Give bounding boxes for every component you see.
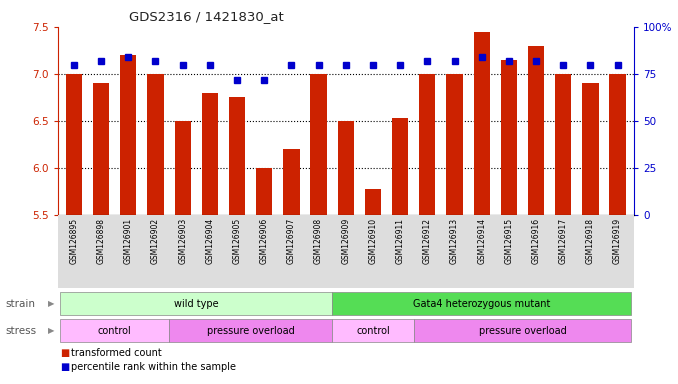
Bar xyxy=(60,319,169,343)
Text: GSM126907: GSM126907 xyxy=(287,218,296,264)
Text: GSM126905: GSM126905 xyxy=(233,218,241,264)
Bar xyxy=(93,83,109,215)
Bar xyxy=(473,31,490,215)
Text: ■: ■ xyxy=(60,348,69,358)
Bar xyxy=(120,55,136,215)
Text: GSM126914: GSM126914 xyxy=(477,218,486,264)
Bar xyxy=(501,60,517,215)
Text: percentile rank within the sample: percentile rank within the sample xyxy=(71,362,236,372)
Text: GSM126903: GSM126903 xyxy=(178,218,187,264)
Text: GSM126916: GSM126916 xyxy=(532,218,540,264)
Text: strain: strain xyxy=(5,299,35,309)
Bar xyxy=(446,74,462,215)
Bar xyxy=(332,292,631,316)
Bar xyxy=(582,83,599,215)
Text: pressure overload: pressure overload xyxy=(479,326,566,336)
Text: ▶: ▶ xyxy=(47,326,54,335)
Text: GSM126913: GSM126913 xyxy=(450,218,459,264)
Text: GSM126895: GSM126895 xyxy=(69,218,79,264)
Text: GSM126908: GSM126908 xyxy=(314,218,323,264)
Text: ▶: ▶ xyxy=(47,299,54,308)
Bar xyxy=(414,319,631,343)
Bar xyxy=(419,74,435,215)
Text: GDS2316 / 1421830_at: GDS2316 / 1421830_at xyxy=(129,10,283,23)
Bar xyxy=(555,74,572,215)
Text: ■: ■ xyxy=(60,362,69,372)
Text: wild type: wild type xyxy=(174,299,218,309)
Bar xyxy=(610,74,626,215)
Bar xyxy=(338,121,354,215)
Text: GSM126917: GSM126917 xyxy=(559,218,567,264)
Bar xyxy=(66,74,82,215)
Text: GSM126915: GSM126915 xyxy=(504,218,513,264)
Bar xyxy=(528,46,544,215)
Text: GSM126906: GSM126906 xyxy=(260,218,268,264)
Bar xyxy=(365,189,381,215)
Text: Gata4 heterozygous mutant: Gata4 heterozygous mutant xyxy=(413,299,551,309)
Text: GSM126910: GSM126910 xyxy=(368,218,378,264)
Text: transformed count: transformed count xyxy=(71,348,162,358)
Text: stress: stress xyxy=(5,326,37,336)
Text: GSM126909: GSM126909 xyxy=(341,218,351,264)
Bar xyxy=(332,319,414,343)
Bar xyxy=(147,74,163,215)
Text: GSM126911: GSM126911 xyxy=(396,218,405,264)
Bar xyxy=(311,74,327,215)
Text: GSM126901: GSM126901 xyxy=(124,218,133,264)
Bar xyxy=(202,93,218,215)
Text: control: control xyxy=(356,326,390,336)
Bar xyxy=(283,149,300,215)
Bar xyxy=(256,168,273,215)
Bar xyxy=(60,292,332,316)
Bar xyxy=(392,118,408,215)
Text: GSM126912: GSM126912 xyxy=(423,218,432,264)
Bar xyxy=(229,98,245,215)
Text: pressure overload: pressure overload xyxy=(207,326,294,336)
Text: GSM126902: GSM126902 xyxy=(151,218,160,264)
Text: GSM126898: GSM126898 xyxy=(97,218,106,264)
Text: control: control xyxy=(98,326,132,336)
Bar xyxy=(174,121,191,215)
Text: GSM126918: GSM126918 xyxy=(586,218,595,264)
Text: GSM126904: GSM126904 xyxy=(205,218,214,264)
Text: GSM126919: GSM126919 xyxy=(613,218,622,264)
Bar xyxy=(169,319,332,343)
